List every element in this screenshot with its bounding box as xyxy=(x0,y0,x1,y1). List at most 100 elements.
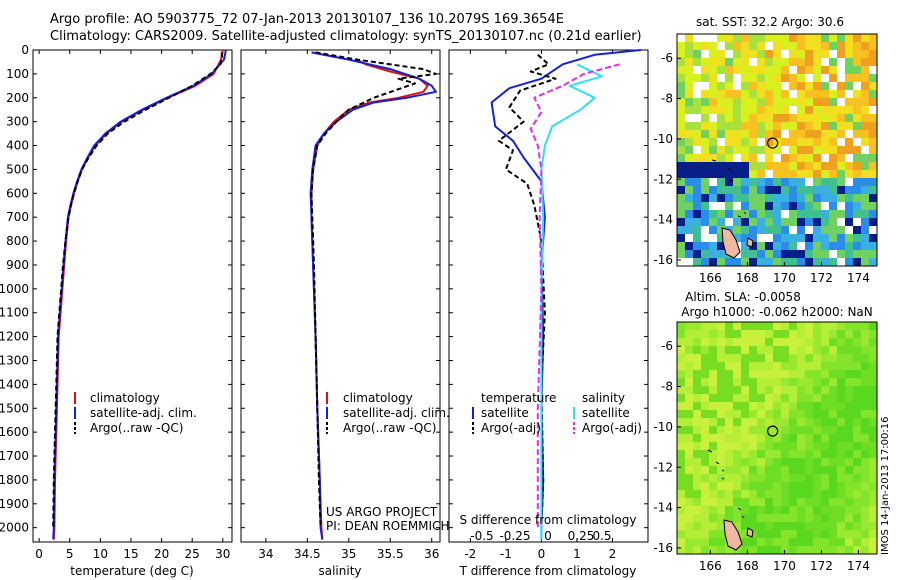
map-cell xyxy=(685,162,693,170)
map-cell xyxy=(773,514,781,522)
map-cell xyxy=(821,90,829,98)
map-cell xyxy=(813,378,821,386)
map-cell xyxy=(717,66,725,74)
map-cell xyxy=(717,146,725,154)
map-cell xyxy=(749,114,757,122)
map-cell xyxy=(709,74,717,82)
map-cell xyxy=(797,514,805,522)
map-y-tick-label: -6 xyxy=(661,339,673,353)
map-cell xyxy=(701,458,709,466)
map-cell xyxy=(749,226,757,234)
x-tick-label: 0 xyxy=(35,547,43,561)
map-cell xyxy=(813,202,821,210)
y-tick-label: 1100 xyxy=(0,306,29,320)
map-cell xyxy=(805,338,813,346)
map-cell xyxy=(741,442,749,450)
map-cell xyxy=(861,250,869,258)
map-cell xyxy=(837,354,845,362)
map-cell xyxy=(725,418,733,426)
map-cell xyxy=(717,354,725,362)
legend-sal-satellite: satellite xyxy=(582,406,630,420)
map-cell xyxy=(821,546,829,554)
map-cell xyxy=(805,154,813,162)
map-cell xyxy=(805,218,813,226)
map-cell xyxy=(821,386,829,394)
map-cell xyxy=(725,506,733,514)
map-cell xyxy=(773,418,781,426)
map-cell xyxy=(797,258,805,266)
map-cell xyxy=(773,474,781,482)
map-cell xyxy=(821,338,829,346)
map-cell xyxy=(741,138,749,146)
map-cell xyxy=(797,394,805,402)
map-cell xyxy=(869,490,877,498)
map-cell xyxy=(685,242,693,250)
map-cell xyxy=(837,474,845,482)
map-cell xyxy=(845,234,853,242)
map-cell xyxy=(773,258,781,266)
map-cell xyxy=(709,474,717,482)
map-cell xyxy=(725,82,733,90)
map-cell xyxy=(829,322,837,330)
map-cell xyxy=(765,514,773,522)
map-cell xyxy=(701,530,709,538)
map-cell xyxy=(813,394,821,402)
map-cell xyxy=(869,234,877,242)
map-cell xyxy=(781,202,789,210)
header-line-2: Climatology: CARS2009. Satellite-adjuste… xyxy=(50,29,642,44)
map-cell xyxy=(797,210,805,218)
map-cell xyxy=(677,154,685,162)
map-cell xyxy=(813,402,821,410)
map-cell xyxy=(845,250,853,258)
map-cell xyxy=(781,482,789,490)
map-cell xyxy=(701,338,709,346)
map-cell xyxy=(797,490,805,498)
map-cell xyxy=(749,66,757,74)
map-cell xyxy=(821,98,829,106)
map-cell xyxy=(693,346,701,354)
map-cell xyxy=(733,450,741,458)
y-tick-label: 600 xyxy=(6,186,29,200)
map-cell xyxy=(853,130,861,138)
map-cell xyxy=(725,74,733,82)
map-cell xyxy=(773,186,781,194)
map-cell xyxy=(853,498,861,506)
map-cell xyxy=(749,506,757,514)
map-cell xyxy=(757,514,765,522)
map-cell xyxy=(717,258,725,266)
map-cell xyxy=(853,482,861,490)
map-cell xyxy=(781,498,789,506)
map-cell xyxy=(781,546,789,554)
map-cell xyxy=(853,34,861,42)
map-cell xyxy=(829,370,837,378)
map-cell xyxy=(741,330,749,338)
map-cell xyxy=(813,506,821,514)
map-cell xyxy=(813,130,821,138)
map-cell xyxy=(781,362,789,370)
map-x-tick-label: 172 xyxy=(810,559,833,573)
map-cell xyxy=(869,114,877,122)
map-cell xyxy=(685,386,693,394)
map-cell xyxy=(821,482,829,490)
map-cell xyxy=(869,74,877,82)
map-cell xyxy=(789,378,797,386)
map-cell xyxy=(725,458,733,466)
map-cell xyxy=(773,90,781,98)
map-cell xyxy=(685,354,693,362)
map-cell xyxy=(829,434,837,442)
map-cell xyxy=(749,346,757,354)
map-cell xyxy=(869,514,877,522)
map-cell xyxy=(805,506,813,514)
map-cell xyxy=(765,450,773,458)
map-cell xyxy=(709,98,717,106)
map-cell xyxy=(677,122,685,130)
map-cell xyxy=(701,506,709,514)
map-cell xyxy=(677,522,685,530)
map-cell xyxy=(837,194,845,202)
map-cell xyxy=(725,186,733,194)
map-cell xyxy=(709,514,717,522)
map-cell xyxy=(733,482,741,490)
map-cell xyxy=(797,234,805,242)
map-cell xyxy=(741,234,749,242)
